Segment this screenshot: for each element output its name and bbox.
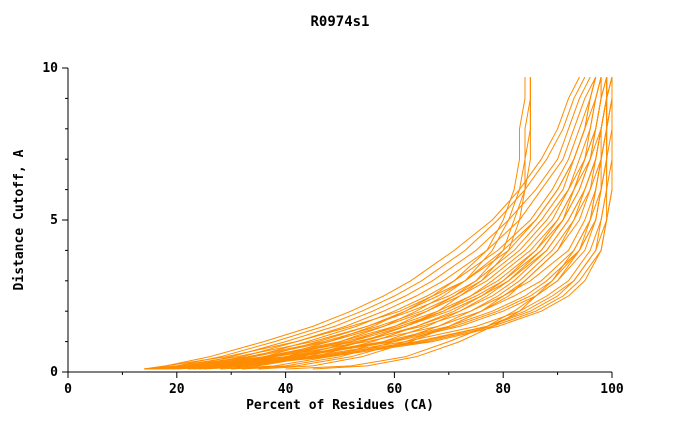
series-line-18: [154, 77, 602, 370]
series-line-22: [144, 76, 580, 370]
series-line-35: [312, 77, 613, 370]
x-tick-label: 60: [387, 382, 403, 397]
x-tick-label: 100: [600, 382, 624, 397]
series-line-25: [176, 77, 531, 370]
series-line-31: [220, 77, 608, 370]
series-line-28: [193, 77, 531, 370]
chart-title: R0974s1: [310, 14, 370, 30]
series-line-14: [160, 76, 608, 370]
series-line-5: [154, 77, 613, 370]
series-line-27: [171, 77, 526, 370]
series-line-36: [285, 77, 613, 370]
y-tick-label: 0: [50, 365, 58, 380]
y-tick-label: 10: [42, 61, 58, 76]
series-line-19: [149, 76, 586, 370]
series-line-3: [144, 77, 613, 370]
y-tick-label: 5: [50, 213, 58, 228]
series-line-20: [154, 76, 591, 370]
x-tick-label: 20: [169, 382, 185, 397]
series-line-9: [160, 77, 613, 370]
series-line-6: [144, 76, 613, 370]
x-axis-label: Percent of Residues (CA): [246, 398, 434, 413]
y-axis-label: Distance Cutoff, A: [12, 149, 27, 291]
series-line-32: [198, 76, 608, 370]
series-line-11: [149, 76, 602, 370]
x-tick-label: 40: [278, 382, 294, 397]
x-tick-label: 0: [64, 382, 72, 397]
series-line-21: [160, 76, 597, 370]
series-line-26: [187, 77, 531, 370]
series-line-29: [203, 77, 608, 370]
series-line-12: [154, 77, 602, 370]
x-tick-label: 80: [495, 382, 511, 397]
